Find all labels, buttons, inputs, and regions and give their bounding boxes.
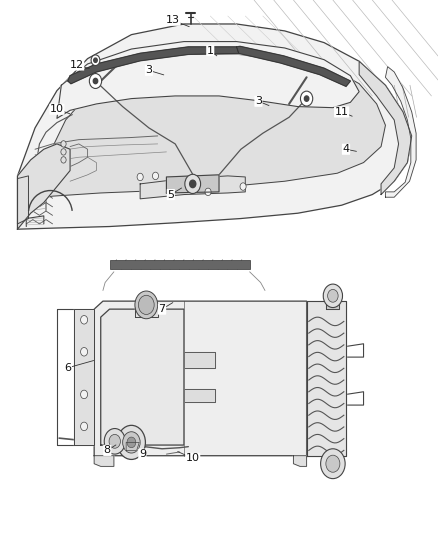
Polygon shape [293, 456, 307, 466]
Circle shape [304, 96, 309, 101]
Text: 1: 1 [207, 46, 214, 55]
FancyBboxPatch shape [110, 260, 250, 269]
Circle shape [81, 390, 88, 399]
Circle shape [81, 316, 88, 324]
Circle shape [61, 149, 66, 155]
Polygon shape [31, 49, 385, 211]
Circle shape [93, 78, 98, 84]
Circle shape [137, 173, 143, 181]
Circle shape [104, 429, 125, 454]
Polygon shape [166, 175, 219, 193]
Polygon shape [237, 46, 350, 86]
Text: 13: 13 [166, 15, 180, 25]
Text: 10: 10 [50, 104, 64, 114]
Polygon shape [94, 456, 114, 466]
Circle shape [81, 422, 88, 431]
Circle shape [91, 55, 100, 66]
Circle shape [185, 174, 201, 193]
Polygon shape [307, 301, 346, 456]
Polygon shape [18, 176, 28, 224]
Circle shape [94, 58, 97, 62]
Text: 10: 10 [186, 454, 200, 463]
Circle shape [109, 434, 120, 448]
Circle shape [117, 425, 145, 459]
Circle shape [240, 183, 246, 190]
Text: 3: 3 [255, 96, 262, 106]
Circle shape [81, 348, 88, 356]
Circle shape [205, 188, 211, 196]
Polygon shape [184, 352, 215, 368]
Circle shape [123, 432, 140, 453]
Polygon shape [359, 61, 412, 195]
Circle shape [300, 91, 313, 106]
Circle shape [323, 284, 343, 308]
Text: 8: 8 [104, 446, 111, 455]
Polygon shape [68, 47, 239, 84]
Circle shape [61, 141, 66, 147]
Text: 5: 5 [167, 190, 174, 199]
Circle shape [61, 157, 66, 163]
Circle shape [138, 295, 154, 314]
Text: 4: 4 [343, 144, 350, 154]
Polygon shape [326, 296, 339, 309]
Polygon shape [184, 389, 215, 402]
Circle shape [321, 449, 345, 479]
Circle shape [152, 172, 159, 180]
Circle shape [326, 455, 340, 472]
Polygon shape [101, 309, 184, 445]
Polygon shape [18, 144, 70, 229]
Polygon shape [126, 442, 139, 450]
Polygon shape [74, 309, 94, 445]
Polygon shape [94, 301, 307, 456]
Polygon shape [18, 24, 412, 229]
Polygon shape [135, 305, 158, 317]
Circle shape [127, 437, 136, 448]
Text: 6: 6 [64, 363, 71, 373]
Circle shape [89, 74, 102, 88]
Polygon shape [140, 176, 245, 199]
Circle shape [135, 291, 158, 319]
Text: 11: 11 [335, 107, 349, 117]
Text: 3: 3 [145, 66, 152, 75]
Text: 12: 12 [70, 60, 84, 70]
Polygon shape [57, 42, 359, 118]
Circle shape [328, 289, 338, 302]
Polygon shape [385, 67, 416, 197]
Circle shape [190, 180, 196, 188]
Text: 7: 7 [159, 304, 166, 314]
Text: 9: 9 [139, 449, 146, 459]
